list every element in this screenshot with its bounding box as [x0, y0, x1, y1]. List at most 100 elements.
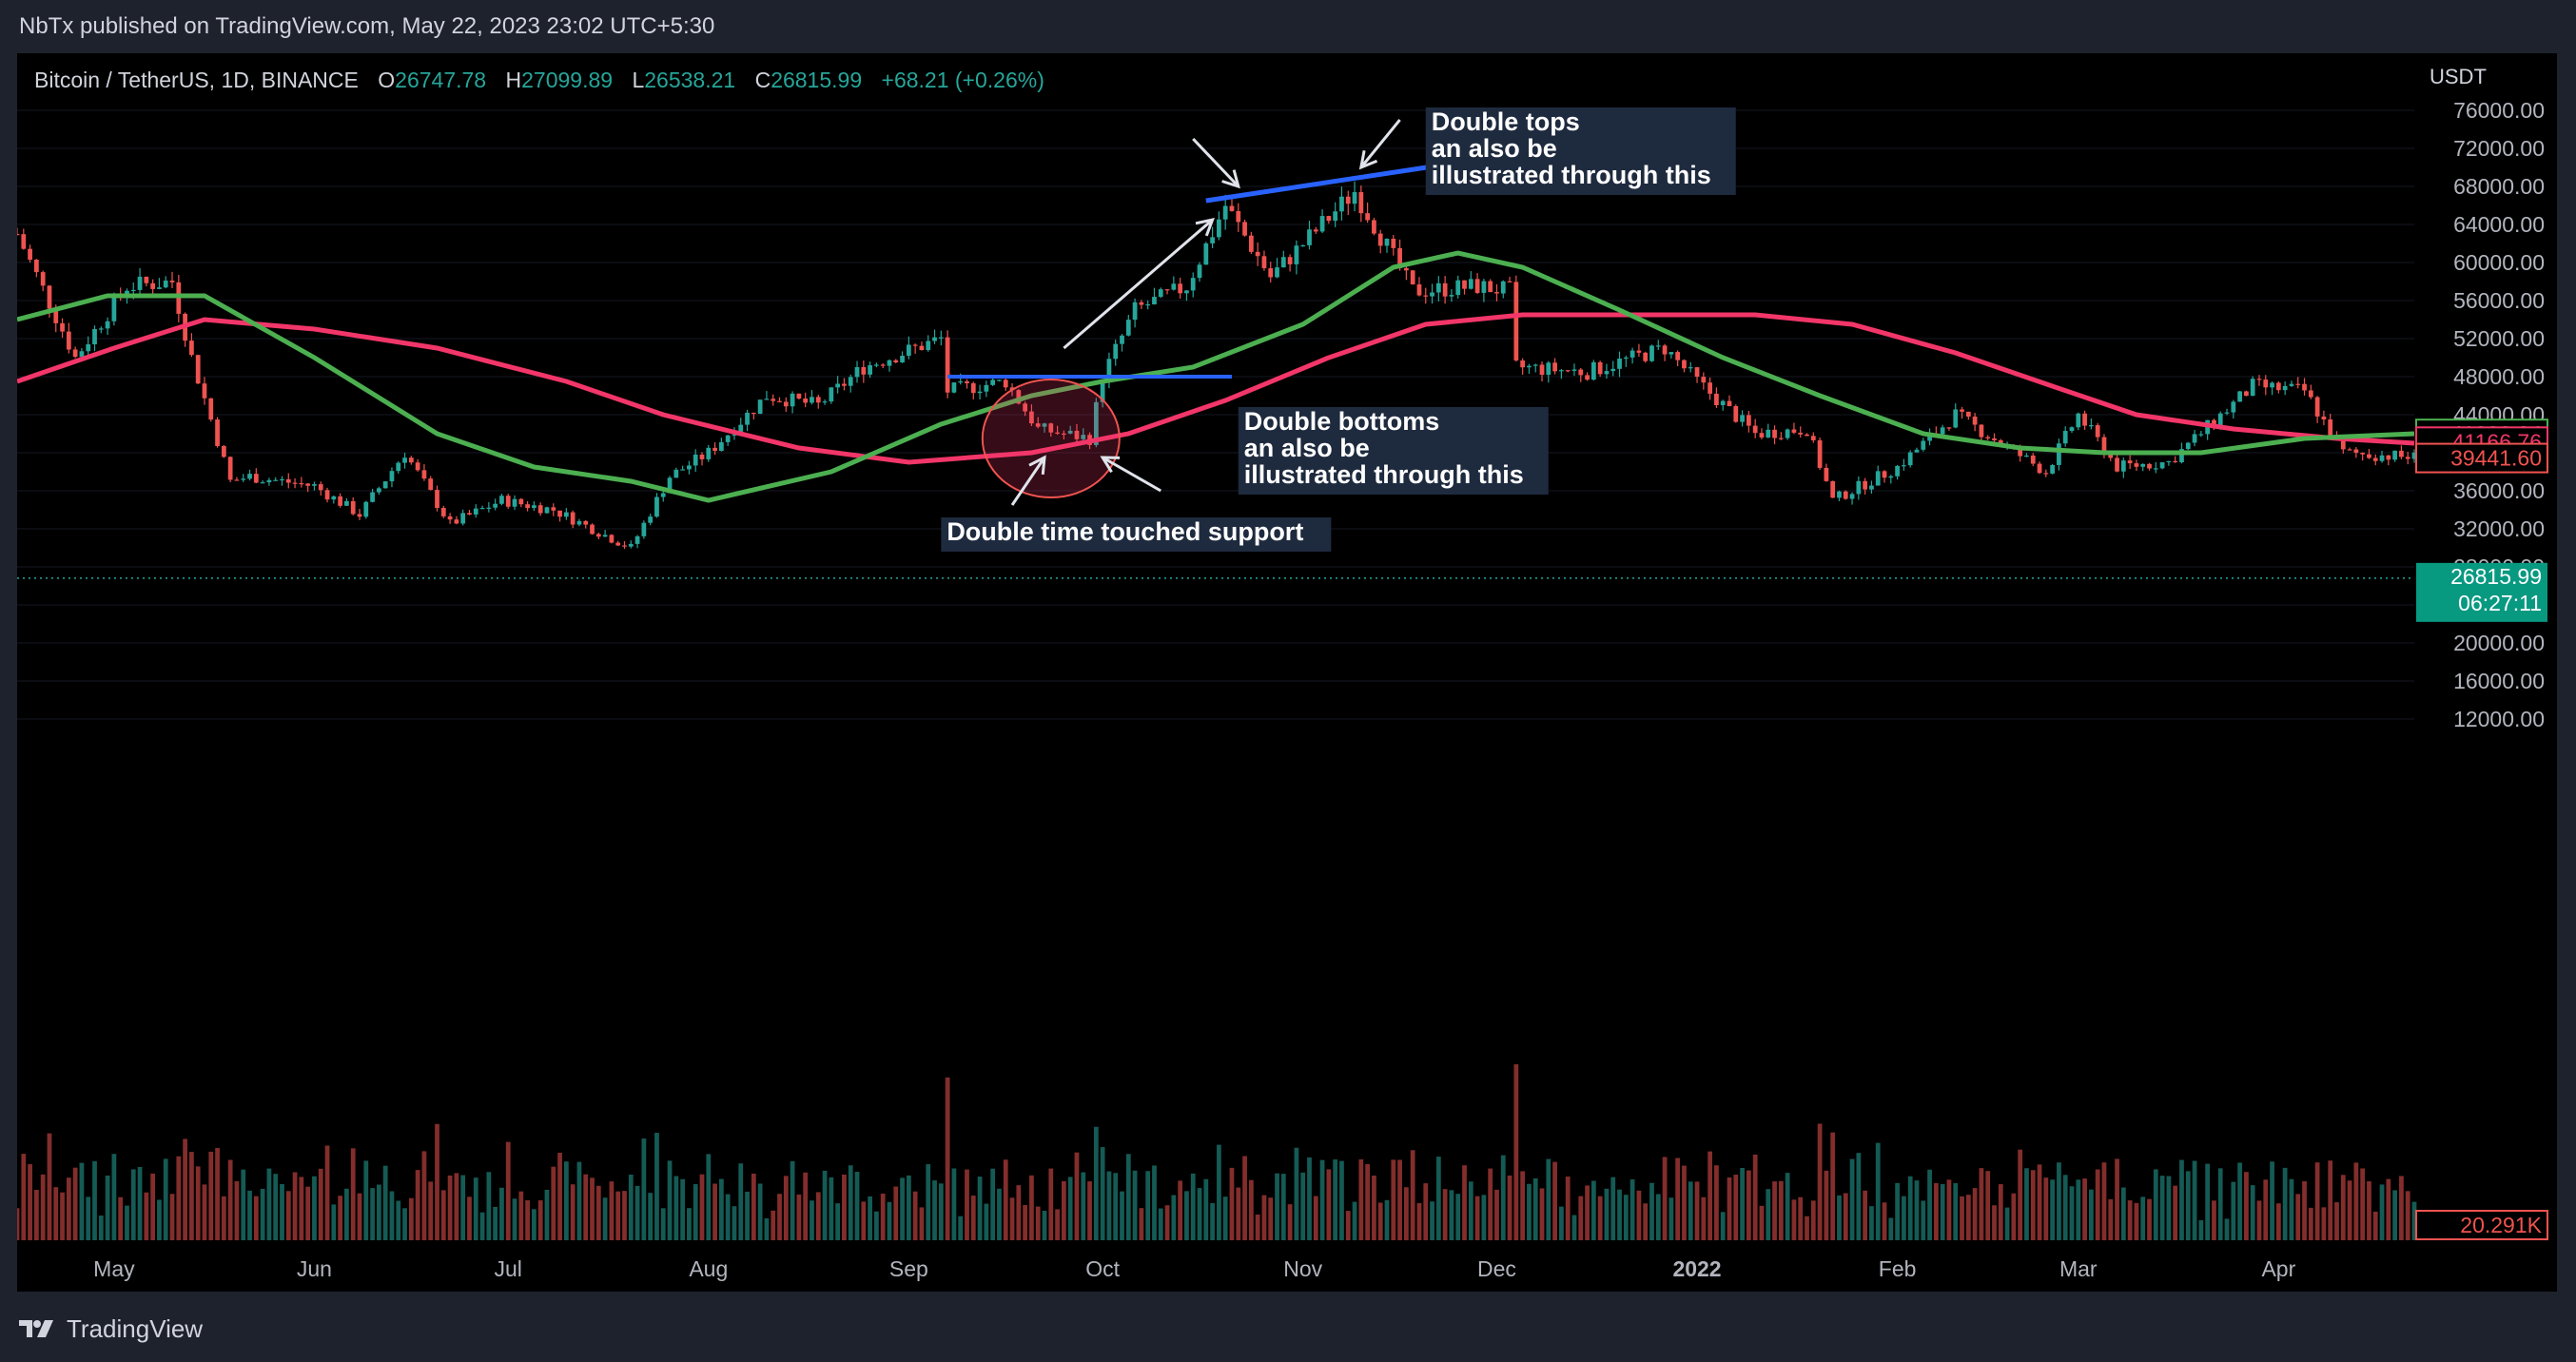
candle-body	[595, 534, 601, 537]
arrow-2[interactable]	[1358, 119, 1401, 170]
volume-bar	[1184, 1191, 1189, 1240]
volume-bar	[2057, 1162, 2061, 1240]
candle-body	[2057, 443, 2061, 465]
volume-bar	[1597, 1196, 1603, 1240]
candle-body	[1029, 411, 1034, 424]
volume-bar	[428, 1181, 434, 1240]
volume-bar	[53, 1187, 59, 1240]
candle-body	[842, 383, 847, 386]
candle-body	[1384, 238, 1390, 246]
arrow-1[interactable]	[1192, 137, 1240, 189]
candle-body	[1197, 264, 1202, 279]
volume-bar	[1578, 1196, 1584, 1240]
open-label: O	[378, 68, 395, 92]
candle-body	[1610, 368, 1616, 372]
candle-body	[777, 400, 782, 402]
chart-area[interactable]: Double tops an also be illustrated through…	[17, 53, 2557, 1292]
volume-bar	[1610, 1177, 1616, 1240]
candle-body	[2076, 413, 2081, 428]
double-support-note[interactable]: Double time touched support	[941, 517, 1332, 552]
candle-body	[1003, 379, 1008, 388]
candle-body	[1222, 205, 1228, 220]
tradingview-brand[interactable]: TradingView	[19, 1314, 203, 1343]
candle-body	[1062, 433, 1066, 435]
candle-body	[1727, 400, 1732, 406]
volume-bar	[641, 1138, 647, 1240]
volume-bar	[1565, 1177, 1571, 1240]
candle-body	[2043, 473, 2049, 475]
price-axis[interactable]: 76000.00 72000.00 68000.00 64000.00 60000.00…	[2453, 98, 2545, 731]
volume-bar	[137, 1166, 143, 1240]
volume-bar	[512, 1198, 517, 1240]
volume-bar	[47, 1133, 52, 1240]
volume-bar	[958, 1216, 964, 1240]
volume-bar	[1507, 1175, 1512, 1240]
candle-body	[305, 483, 311, 486]
candle-body	[1430, 292, 1434, 297]
volume-bar	[1242, 1156, 1247, 1240]
volume-bar	[2231, 1181, 2236, 1240]
rally-arrow[interactable]	[1063, 217, 1215, 350]
arrow-3[interactable]	[1010, 455, 1046, 506]
candle-body	[932, 337, 937, 341]
volume-bar	[2386, 1178, 2391, 1240]
volume-label: 20.291K	[2415, 1210, 2548, 1240]
volume-bar	[1029, 1175, 1034, 1240]
candle-body	[1236, 210, 1241, 223]
time-axis[interactable]: May Jun Jul Aug Sep Oct Nov Dec 2022 Feb Mar Apr	[93, 1256, 2295, 1281]
volume-bar	[1372, 1176, 1376, 1240]
volume-bar	[2108, 1198, 2114, 1240]
volume-bar	[906, 1175, 911, 1240]
volume-bar	[570, 1184, 576, 1240]
candle-body	[1145, 303, 1151, 306]
candle-body	[699, 454, 705, 459]
volume-bar	[732, 1206, 737, 1240]
candle-body	[2314, 397, 2320, 417]
volume-bar	[2192, 1160, 2197, 1240]
volume-bar	[2030, 1170, 2036, 1240]
price-label-bg	[2416, 562, 2547, 622]
candle-body	[202, 383, 207, 399]
volume-bar	[1985, 1171, 1991, 1240]
candle-body	[2050, 464, 2055, 474]
volume-bar	[1856, 1153, 1862, 1240]
candle-body	[1604, 371, 1610, 375]
candle-body	[1474, 279, 1480, 293]
close-label: C	[755, 68, 771, 92]
top-trendline[interactable]	[1205, 160, 1459, 204]
volume-bar	[1636, 1190, 1642, 1240]
ma-slow-line[interactable]	[17, 312, 2415, 465]
candle-body	[1708, 382, 1712, 394]
candle-body	[1120, 335, 1124, 344]
arrow-shaft	[1359, 119, 1401, 168]
volume-bar	[363, 1160, 369, 1240]
volume-bar	[357, 1193, 362, 1240]
volume-bar	[687, 1208, 692, 1240]
candle-body	[169, 280, 175, 282]
support-circle[interactable]	[981, 379, 1121, 498]
volume-bar	[189, 1152, 194, 1240]
volume-bar	[1333, 1159, 1338, 1240]
candle-body	[1093, 401, 1099, 445]
ma-fast-line[interactable]	[17, 250, 2415, 503]
candle-body	[1268, 268, 1274, 278]
candle-body	[299, 483, 304, 485]
price-tick: 48000.00	[2453, 364, 2545, 389]
arrow-4[interactable]	[1100, 456, 1162, 493]
volume-bar	[1740, 1167, 1745, 1240]
volume-bar	[435, 1123, 439, 1240]
volume-bar	[338, 1196, 342, 1240]
candle-body	[854, 367, 860, 378]
candle-body	[2037, 463, 2042, 474]
volume-bar	[144, 1192, 149, 1240]
currency-label: USDT	[2430, 65, 2487, 88]
candle-body	[518, 498, 524, 505]
candle-body	[2263, 379, 2269, 388]
volume-bar	[1377, 1202, 1383, 1240]
volume-bar	[486, 1172, 492, 1240]
volume-bar	[1313, 1196, 1318, 1240]
